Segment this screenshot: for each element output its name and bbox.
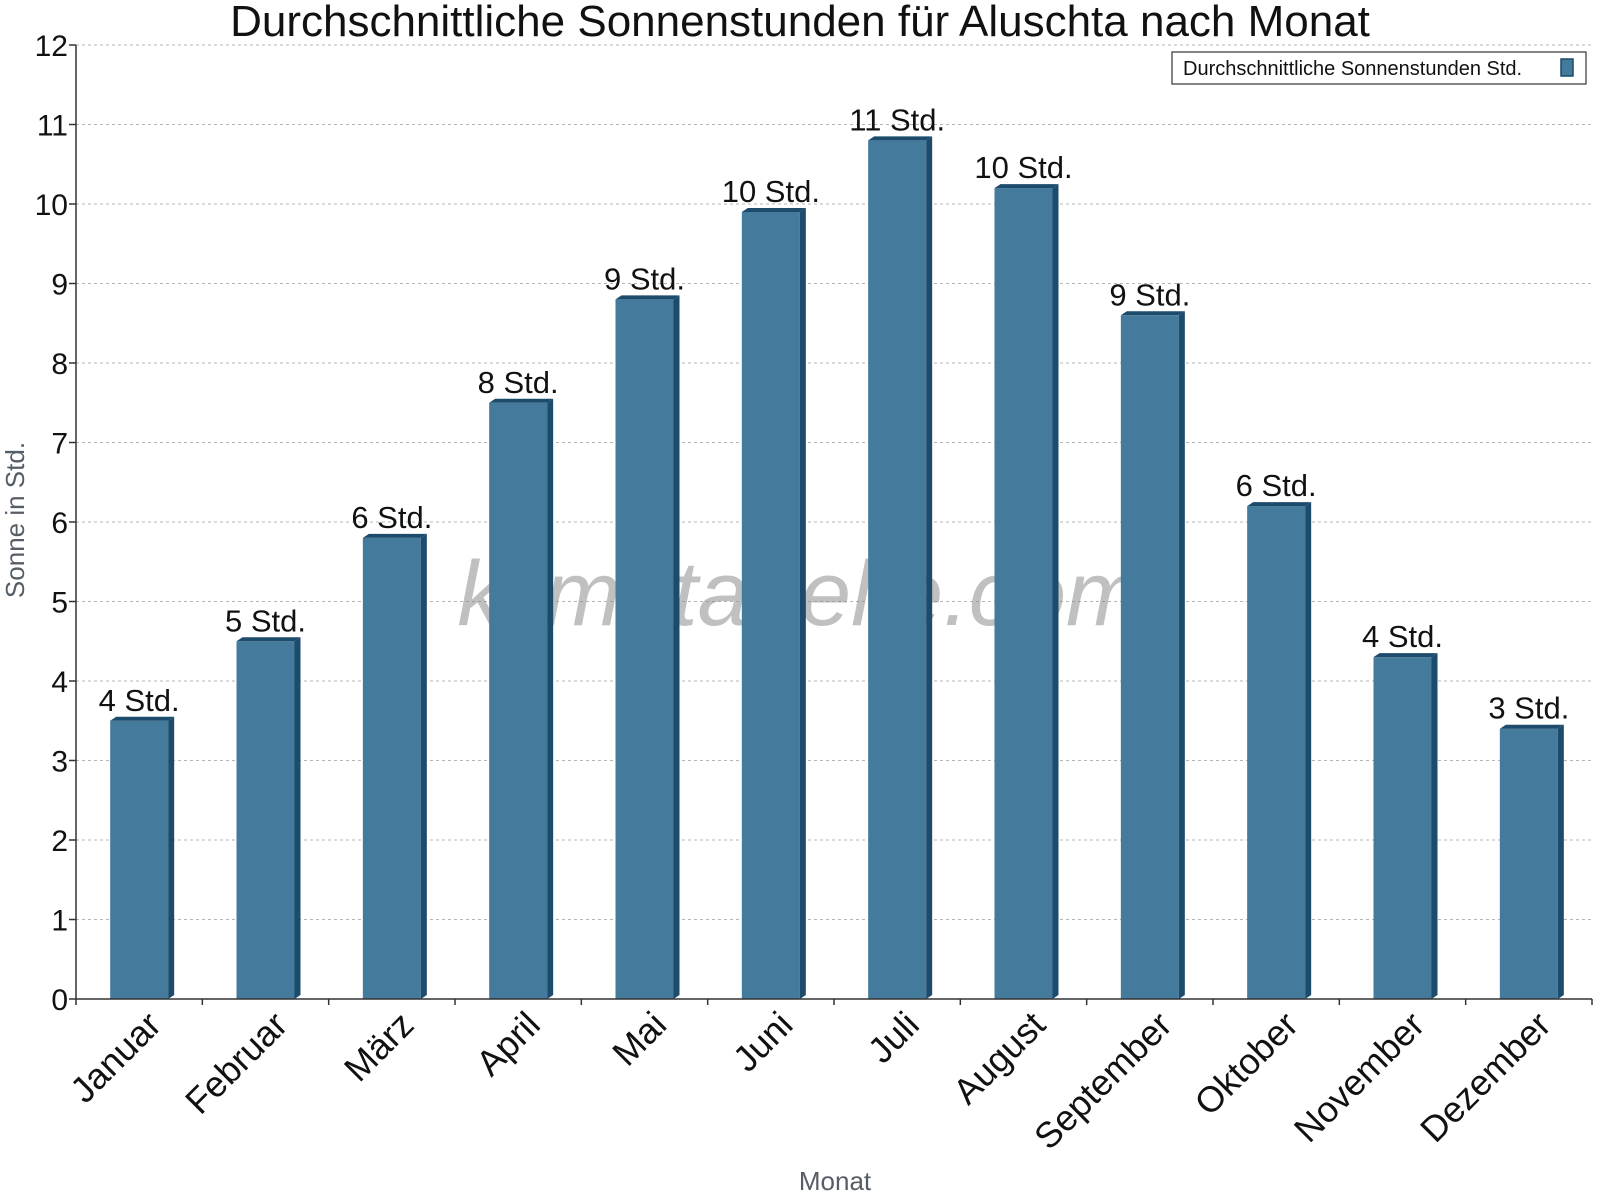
bar-top: [489, 398, 554, 403]
bar-top: [110, 716, 175, 721]
bar-side: [1305, 502, 1312, 999]
bar-face: [615, 299, 674, 999]
bars: [110, 136, 1564, 1000]
bar-top: [994, 184, 1059, 189]
y-axis-label: Sonne in Std.: [0, 442, 30, 598]
bar-top: [1247, 502, 1312, 507]
data-label: 6 Std.: [1236, 468, 1317, 503]
bar-side: [420, 533, 427, 999]
x-tick-label: November: [1286, 1004, 1432, 1150]
x-tick-label: Januar: [62, 1004, 169, 1111]
bar: [741, 207, 806, 999]
bar-top: [868, 136, 933, 141]
bar-top: [615, 295, 680, 300]
bar-side: [294, 637, 301, 999]
bar: [1499, 724, 1564, 999]
bar: [1247, 502, 1312, 999]
y-tick-label: 1: [51, 905, 68, 938]
data-label: 10 Std.: [974, 150, 1072, 185]
bar-face: [1499, 728, 1558, 999]
y-tick-label: 12: [35, 30, 68, 63]
bar-face: [236, 641, 295, 999]
bar-side: [673, 295, 680, 999]
bar-top: [362, 533, 427, 538]
x-tick-label: April: [468, 1004, 548, 1084]
data-label: 5 Std.: [225, 603, 306, 638]
bar-side: [1431, 653, 1438, 999]
bar-face: [489, 402, 548, 999]
chart-title: Durchschnittliche Sonnenstunden für Alus…: [230, 0, 1370, 46]
bar-side: [168, 716, 175, 999]
bar-face: [868, 140, 927, 999]
bar-face: [741, 211, 800, 999]
legend-swatch: [1560, 58, 1574, 77]
x-tick-label: Februar: [177, 1004, 295, 1122]
y-tick-label: 2: [51, 825, 68, 858]
data-label: 8 Std.: [478, 365, 559, 400]
data-labels: 4 Std. 5 Std. 6 Std. 8 Std. 9 Std. 10 Std. 11 …: [99, 102, 1570, 725]
data-label: 10 Std.: [722, 174, 820, 209]
data-label: 3 Std.: [1488, 691, 1569, 726]
bar-side: [547, 398, 554, 999]
y-tick-label: 7: [51, 428, 68, 461]
y-tick-label: 9: [51, 269, 68, 302]
legend-box: [1171, 51, 1587, 85]
data-label: 4 Std.: [99, 683, 180, 718]
bar-side: [799, 207, 806, 999]
legend: Durchschnittliche Sonnenstunden Std.: [1171, 51, 1587, 85]
bar: [868, 136, 933, 999]
y-tick-label: 3: [51, 746, 68, 779]
y-tick-label: 0: [51, 984, 68, 1017]
x-tick-label: März: [336, 1004, 422, 1090]
x-tick-label: Mai: [604, 1004, 674, 1074]
y-tick-label: 6: [51, 507, 68, 540]
bar-side: [1052, 184, 1059, 1000]
y-tick-label: 8: [51, 348, 68, 381]
bar-top: [741, 207, 806, 212]
bar: [236, 637, 301, 999]
bar: [994, 184, 1059, 1000]
bar-face: [1373, 657, 1432, 999]
grid-lines: [76, 44, 1592, 920]
data-label: 9 Std.: [1109, 277, 1190, 312]
bar: [615, 295, 680, 999]
x-tick-label: September: [1026, 1004, 1180, 1158]
x-axis-ticks: Januar Februar März April Mai Juni Juli AugustS…: [62, 999, 1593, 1158]
bar-face: [1247, 506, 1306, 999]
legend-label: Durchschnittliche Sonnenstunden Std.: [1183, 58, 1522, 80]
x-tick-label: Juni: [725, 1004, 801, 1080]
bar: [362, 533, 427, 999]
data-label: 11 Std.: [849, 102, 945, 137]
x-axis-label: Monat: [799, 1166, 872, 1196]
bar-top: [1499, 724, 1564, 729]
bar-top: [1120, 311, 1185, 316]
bar: [1120, 311, 1185, 999]
data-label: 4 Std.: [1362, 619, 1443, 654]
bar-top: [1373, 653, 1438, 658]
bar-face: [362, 537, 421, 999]
bar-face: [1120, 315, 1179, 999]
x-tick-label: Dezember: [1412, 1004, 1558, 1150]
bar: [110, 716, 175, 999]
bar-face: [110, 720, 169, 999]
x-tick-label: August: [945, 1004, 1053, 1112]
bar: [1373, 653, 1438, 999]
bar-side: [926, 136, 933, 999]
bar-side: [1557, 724, 1564, 999]
y-tick-label: 10: [35, 189, 68, 222]
y-tick-label: 5: [51, 587, 68, 620]
bar: [489, 398, 554, 999]
bar-face: [994, 188, 1053, 1000]
y-tick-label: 4: [51, 666, 68, 699]
x-tick-label: Juli: [860, 1004, 927, 1071]
bar-side: [1178, 311, 1185, 999]
data-label: 9 Std.: [604, 261, 685, 296]
bar-top: [236, 637, 301, 642]
y-tick-label: 11: [37, 110, 68, 143]
data-label: 6 Std.: [351, 500, 432, 535]
x-tick-label: Oktober: [1186, 1004, 1306, 1124]
